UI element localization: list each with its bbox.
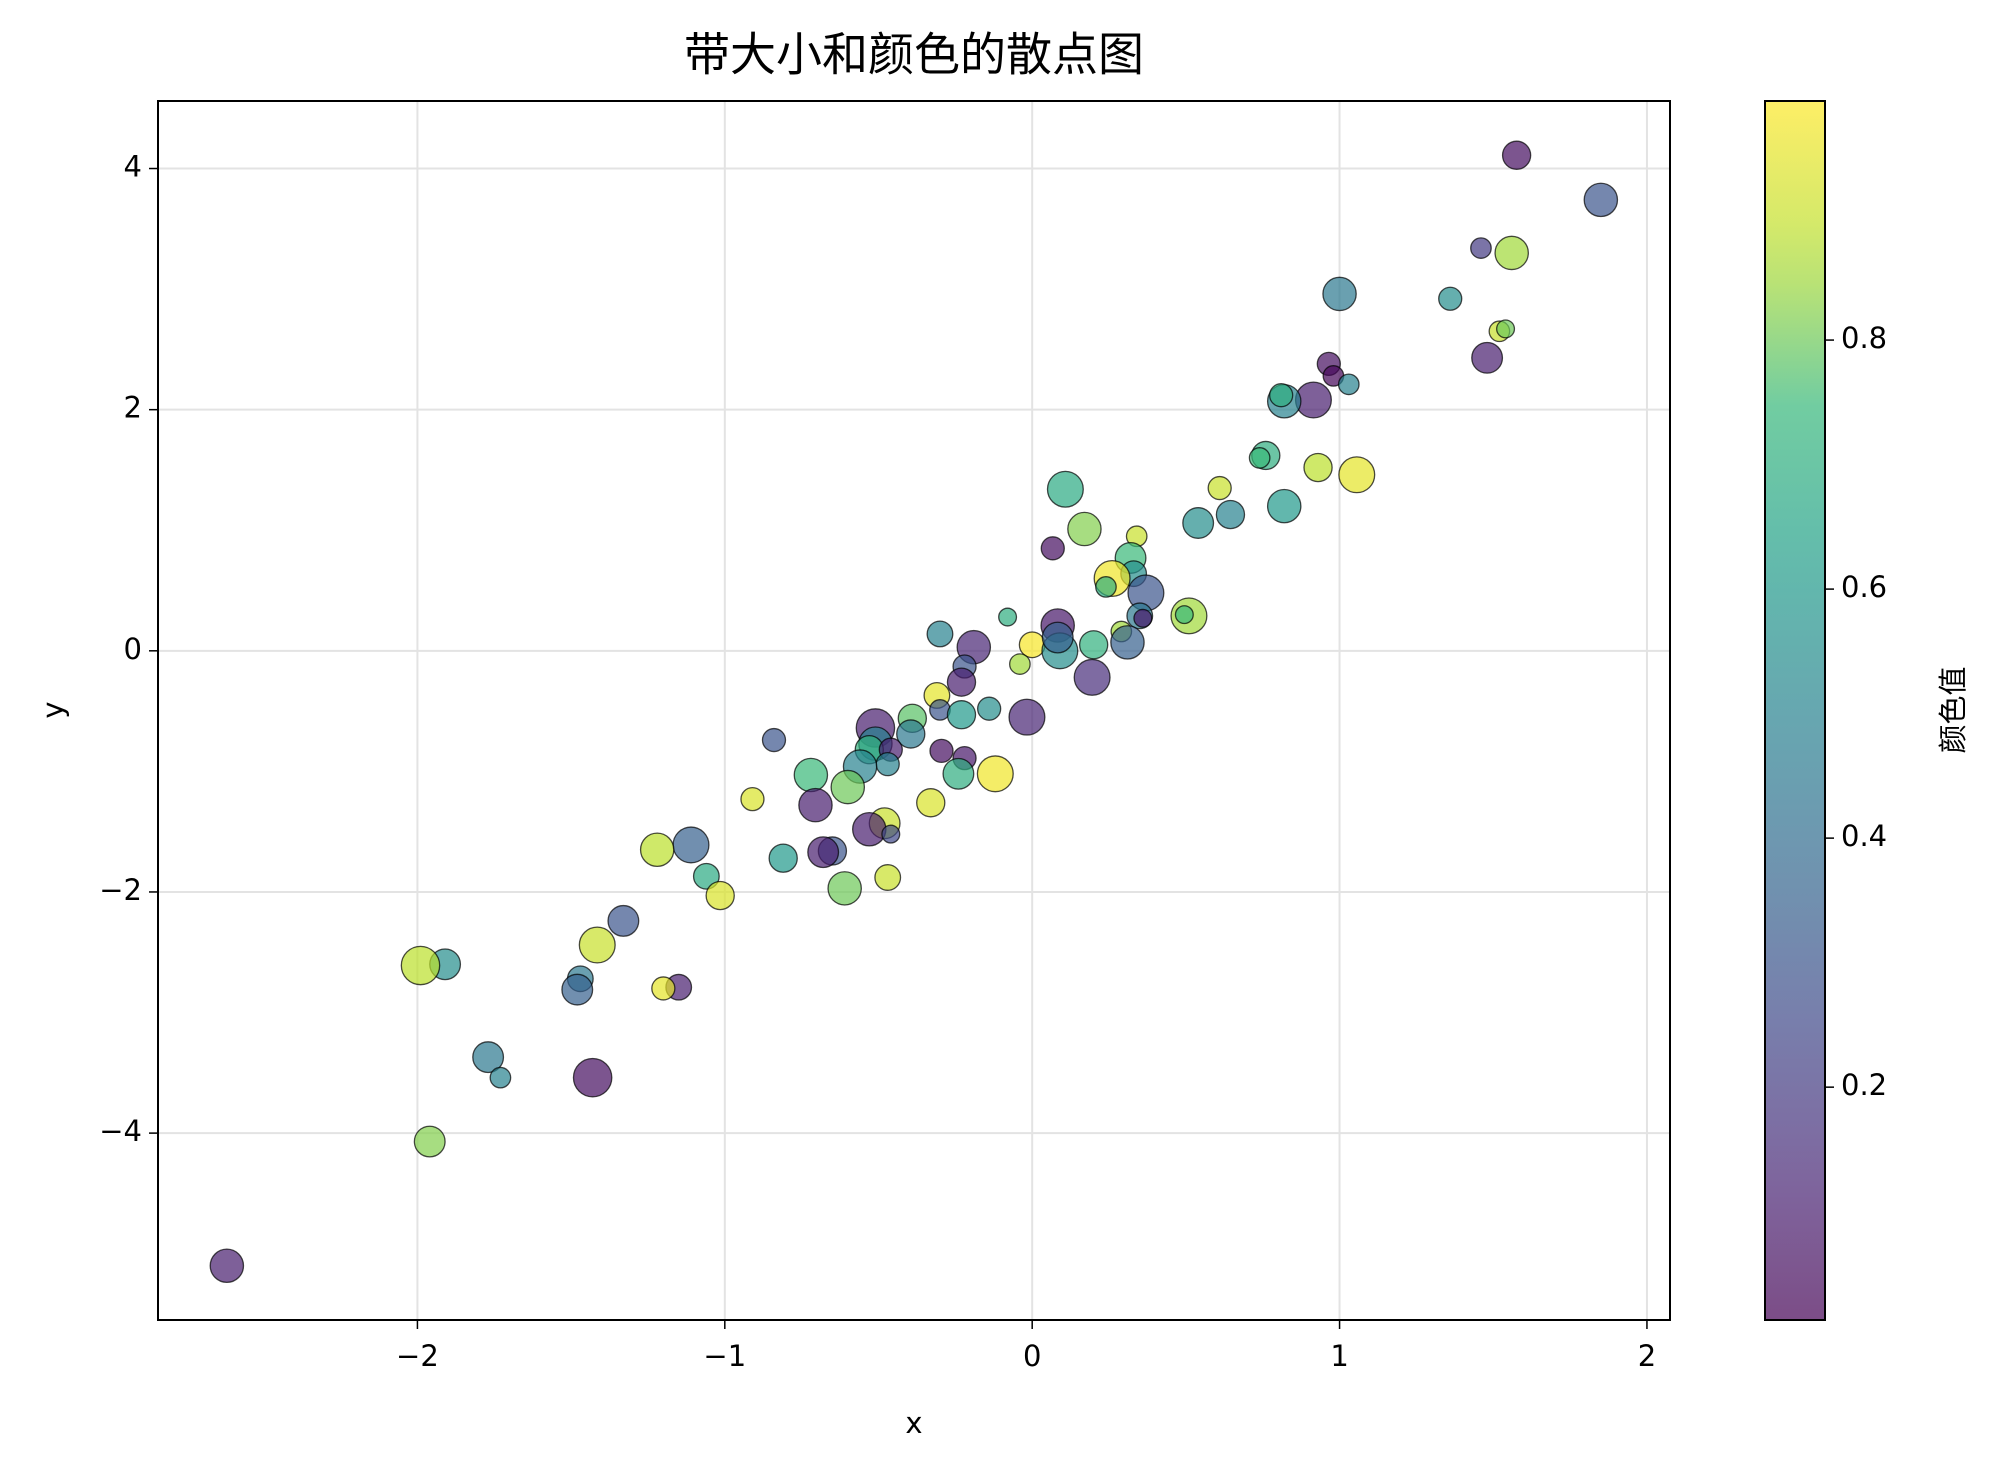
scatter-point (896, 719, 926, 749)
colorbar-frame (1764, 100, 1826, 1321)
colorbar-tick-label: 0.6 (1841, 570, 1887, 604)
scatter-point (1496, 319, 1516, 339)
x-tick-label: 1 (1330, 1339, 1348, 1373)
scatter-point (881, 824, 901, 844)
scatter-point (827, 871, 862, 906)
colorbar-label: 颜色值 (1936, 666, 1970, 753)
scatter-point (1494, 235, 1529, 271)
x-tick-label: −1 (703, 1339, 746, 1373)
scatter-point (1073, 658, 1111, 696)
scatter-point (946, 667, 977, 697)
scatter-point (1046, 470, 1084, 508)
scatter-point (1215, 499, 1246, 530)
scatter-point (1040, 536, 1065, 561)
scatter-point (1009, 653, 1031, 675)
scatter-point (1338, 456, 1376, 494)
scatter-point (798, 787, 833, 823)
scatter-point (740, 786, 765, 812)
scatter-point (852, 811, 887, 847)
scatter-point (1041, 621, 1074, 654)
scatter-point (1248, 447, 1271, 469)
y-tick-label: −2 (99, 873, 142, 907)
scatter-point (1303, 452, 1333, 483)
scatter-point (1269, 383, 1294, 408)
scatter-point (875, 752, 900, 777)
scatter-point (561, 973, 594, 1006)
colorbar-tick-label: 0.2 (1841, 1068, 1887, 1102)
scatter-point (1266, 488, 1302, 524)
y-tick-label: 0 (124, 632, 142, 666)
scatter-point (929, 738, 954, 764)
scatter-point (489, 1066, 512, 1089)
scatter-point (413, 1125, 446, 1158)
colorbar-tick-label: 0.4 (1841, 819, 1887, 853)
scatter-point (1067, 511, 1102, 547)
scatter-point (1008, 698, 1046, 736)
scatter-point (1337, 373, 1360, 396)
scatter-point (1583, 182, 1619, 218)
scatter-point (1078, 630, 1109, 660)
scatter-point (976, 755, 1014, 793)
scatter-point (1110, 625, 1145, 660)
scatter-point (209, 1248, 245, 1284)
y-axis-label: y (36, 701, 70, 718)
colorbar (1765, 101, 1825, 1320)
scatter-point (651, 976, 676, 1001)
colorbar-tick-label: 0.8 (1841, 321, 1887, 355)
scatter-point (807, 836, 840, 869)
scatter-point (1322, 276, 1357, 312)
scatter-point (1174, 605, 1194, 625)
scatter-point (1438, 286, 1463, 311)
chart-title: 带大小和颜色的散点图 (684, 28, 1144, 82)
scatter-point (874, 864, 902, 891)
scatter-point (639, 832, 675, 868)
plot-frame (157, 100, 1671, 1321)
scatter-point (1095, 576, 1117, 598)
scatter-point (946, 700, 977, 730)
scatter-point (472, 1041, 505, 1074)
scatter-point (1470, 237, 1492, 259)
scatter-point (768, 843, 798, 873)
scatter-point (1501, 140, 1532, 170)
scatter-point (1471, 341, 1504, 374)
scatter-point (572, 1057, 613, 1098)
y-tick-label: 2 (124, 391, 142, 425)
scatter-point (607, 904, 640, 937)
scatter-point (705, 880, 735, 911)
scatter-point (977, 696, 1002, 721)
scatter-point (998, 607, 1018, 627)
scatter-point (692, 862, 720, 890)
scatter-point (916, 788, 946, 818)
scatter-point (672, 826, 710, 864)
scatter-point (400, 945, 441, 986)
scatter-point (1207, 475, 1232, 501)
scatter-point (830, 769, 866, 805)
scatter-point (578, 926, 616, 964)
x-tick-label: −2 (396, 1339, 439, 1373)
scatter-point (926, 620, 954, 648)
x-tick-label: 2 (1638, 1339, 1656, 1373)
x-tick-label: 0 (1023, 1339, 1041, 1373)
y-tick-label: 4 (124, 150, 142, 184)
scatter-point (793, 757, 829, 793)
x-axis-label: x (905, 1406, 922, 1440)
y-tick-label: −4 (99, 1114, 142, 1148)
scatter-point (942, 757, 975, 790)
scatter-point (761, 727, 787, 753)
scatter-point (1133, 608, 1153, 628)
scatter-point (1182, 507, 1215, 539)
